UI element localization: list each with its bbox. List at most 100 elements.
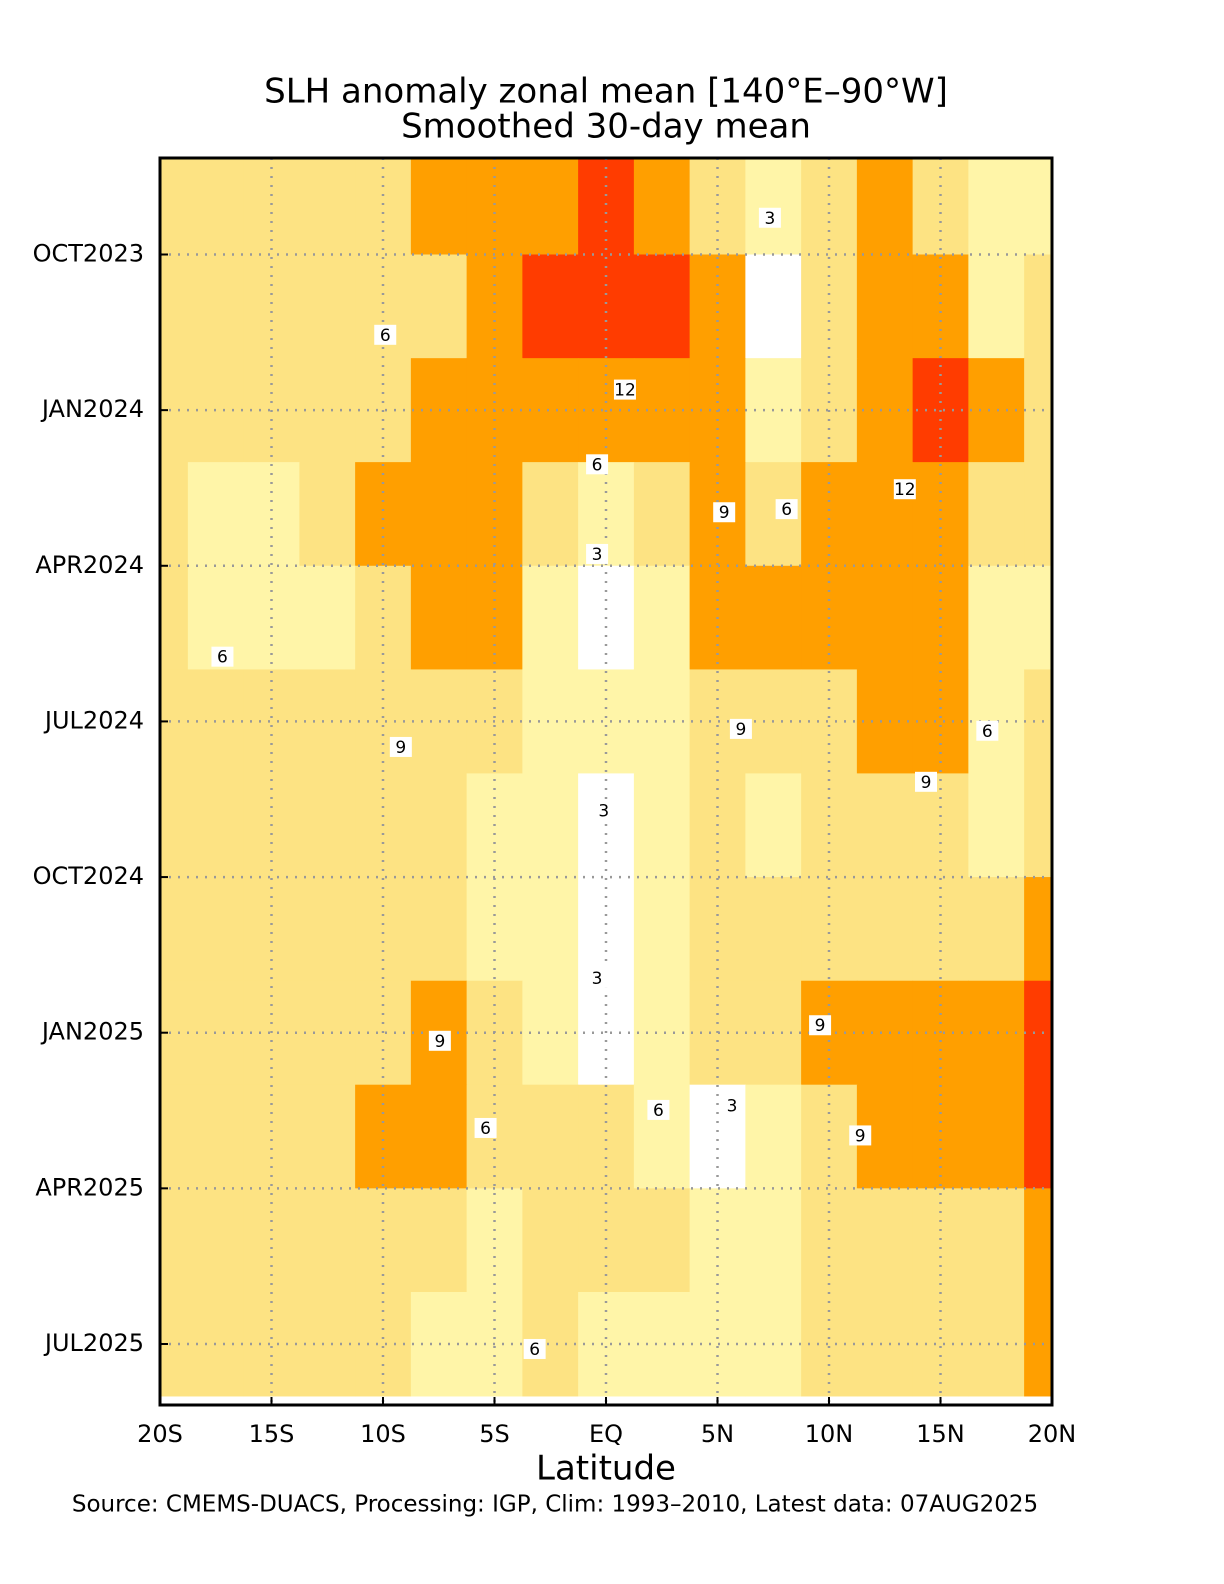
y-tick-label: JAN2025 <box>40 1018 144 1046</box>
cell <box>410 877 468 982</box>
x-tick-label: 10S <box>360 1420 406 1448</box>
cell <box>1024 669 1052 774</box>
overlay: 20S 15S 10S 5S EQ 5N 10N 15N 20N OCT2023 JAN2024 AP… <box>33 156 1076 1448</box>
cell <box>187 877 245 982</box>
y-tick-label: APR2024 <box>35 551 144 579</box>
cell <box>745 254 802 359</box>
cell <box>1024 462 1052 567</box>
cell <box>160 773 189 878</box>
x-tick-label: 15S <box>249 1420 295 1448</box>
contour-label-box <box>915 771 938 792</box>
cell <box>243 669 300 774</box>
cell <box>299 565 356 670</box>
cell <box>968 773 1025 878</box>
contour-label: 6 <box>781 500 792 520</box>
cell <box>633 1188 691 1293</box>
cell <box>968 1188 1025 1293</box>
contour-label: 3 <box>592 545 603 565</box>
cell <box>578 254 635 359</box>
cell <box>522 158 579 255</box>
cell <box>160 877 189 982</box>
cell <box>410 462 468 567</box>
cell <box>299 877 356 982</box>
cell <box>856 980 914 1086</box>
cell <box>187 1084 245 1189</box>
cell <box>522 254 579 359</box>
cell <box>856 1292 914 1397</box>
cell <box>355 158 412 255</box>
contour-label-box <box>523 1338 546 1359</box>
cell <box>299 980 356 1086</box>
cell <box>160 158 189 255</box>
cell <box>856 1188 914 1293</box>
x-tick-label: 10N <box>805 1420 854 1448</box>
y-tick-label: JUL2024 <box>43 706 144 734</box>
cell <box>410 565 468 670</box>
y-tick-label: JUL2025 <box>43 1329 144 1357</box>
cell <box>299 254 356 359</box>
contour-label: 9 <box>434 1032 445 1052</box>
cell <box>299 462 356 567</box>
cell <box>187 158 245 255</box>
plot-frame <box>158 156 1054 1407</box>
cell <box>633 254 691 359</box>
contour-label: 9 <box>855 1126 866 1146</box>
cell <box>1024 1292 1052 1397</box>
cell <box>633 669 691 774</box>
cell <box>578 1084 635 1189</box>
cell <box>856 158 914 255</box>
cell <box>299 1188 356 1293</box>
contour-label: 9 <box>719 503 730 523</box>
contour-label: 6 <box>653 1101 664 1121</box>
cell <box>801 254 858 359</box>
cell <box>410 1188 468 1293</box>
cell <box>522 669 579 774</box>
cell <box>1024 877 1052 982</box>
cell <box>160 1084 189 1189</box>
cell <box>578 669 635 774</box>
cell <box>466 254 523 359</box>
cell <box>633 1292 691 1397</box>
contour-label: 12 <box>614 381 636 401</box>
cell <box>968 158 1025 255</box>
cell <box>299 158 356 255</box>
contour-label-box <box>592 800 615 821</box>
cell <box>187 1188 245 1293</box>
contour-label-box <box>613 379 636 400</box>
contour-label: 6 <box>217 648 228 668</box>
cell <box>1024 980 1052 1086</box>
y-tick-label: APR2025 <box>35 1173 144 1201</box>
contour-label: 3 <box>598 801 609 821</box>
cell <box>745 565 802 670</box>
cell <box>355 1084 412 1189</box>
cell <box>633 980 691 1086</box>
y-tick-label: OCT2024 <box>33 862 144 890</box>
cell <box>633 773 691 878</box>
contour-label-box <box>713 502 736 523</box>
cell <box>1024 1084 1052 1189</box>
contour-label: 9 <box>815 1016 826 1036</box>
y-tick-label: OCT2023 <box>33 239 144 267</box>
cell <box>968 462 1025 567</box>
cell <box>522 462 579 567</box>
cell <box>410 1084 468 1189</box>
cell <box>522 877 579 982</box>
cell <box>689 158 746 255</box>
contour-label-box <box>729 718 752 739</box>
cell <box>633 565 691 670</box>
cell <box>243 1084 300 1189</box>
cell <box>243 462 300 567</box>
cell <box>466 462 523 567</box>
chart-subtitle: Smoothed 30-day mean <box>401 107 811 147</box>
cell <box>745 158 802 255</box>
cell <box>355 877 412 982</box>
cell <box>578 877 635 982</box>
contour-label-box <box>211 646 234 667</box>
x-tick-label: 5N <box>701 1420 734 1448</box>
cell <box>912 462 969 567</box>
x-tick-label: 20S <box>137 1420 183 1448</box>
cell <box>243 254 300 359</box>
contour-label-box <box>849 1125 872 1146</box>
cell <box>522 565 579 670</box>
